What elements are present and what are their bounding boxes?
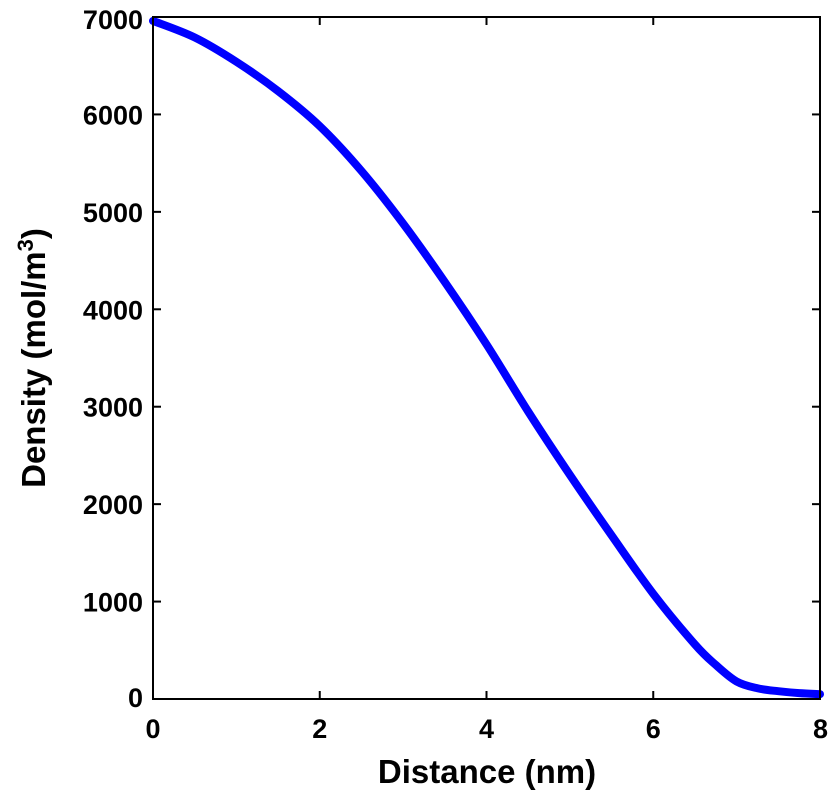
axes-frame — [152, 16, 821, 700]
y-tick-label: 5000 — [83, 198, 143, 228]
x-tick-label: 2 — [312, 714, 327, 744]
y-axis-label: Density (mol/m3) — [13, 228, 52, 488]
y-tick-label: 0 — [128, 683, 143, 713]
y-axis-ticks: 0 1000 2000 3000 4000 5000 6000 7000 — [83, 5, 820, 713]
y-tick-label: 7000 — [83, 5, 143, 35]
x-axis-ticks: 0 2 4 6 8 — [145, 17, 828, 744]
y-axis-label-superscript: 3 — [13, 239, 38, 251]
x-tick-label: 8 — [813, 714, 828, 744]
plot-area — [149, 16, 824, 700]
y-tick-label: 3000 — [83, 393, 143, 423]
y-tick-label: 1000 — [83, 588, 143, 618]
y-tick-label: 4000 — [83, 295, 143, 325]
y-axis-label-close: ) — [15, 228, 52, 239]
x-tick-label: 6 — [646, 714, 661, 744]
y-tick-label: 6000 — [83, 100, 143, 130]
x-tick-label: 4 — [479, 714, 494, 744]
series-line-0 — [149, 16, 824, 699]
y-tick-label: 2000 — [83, 490, 143, 520]
y-axis-label-main: Density (mol/m — [15, 251, 52, 488]
x-axis-label: Distance (nm) — [378, 753, 596, 790]
x-tick-label: 0 — [145, 714, 160, 744]
